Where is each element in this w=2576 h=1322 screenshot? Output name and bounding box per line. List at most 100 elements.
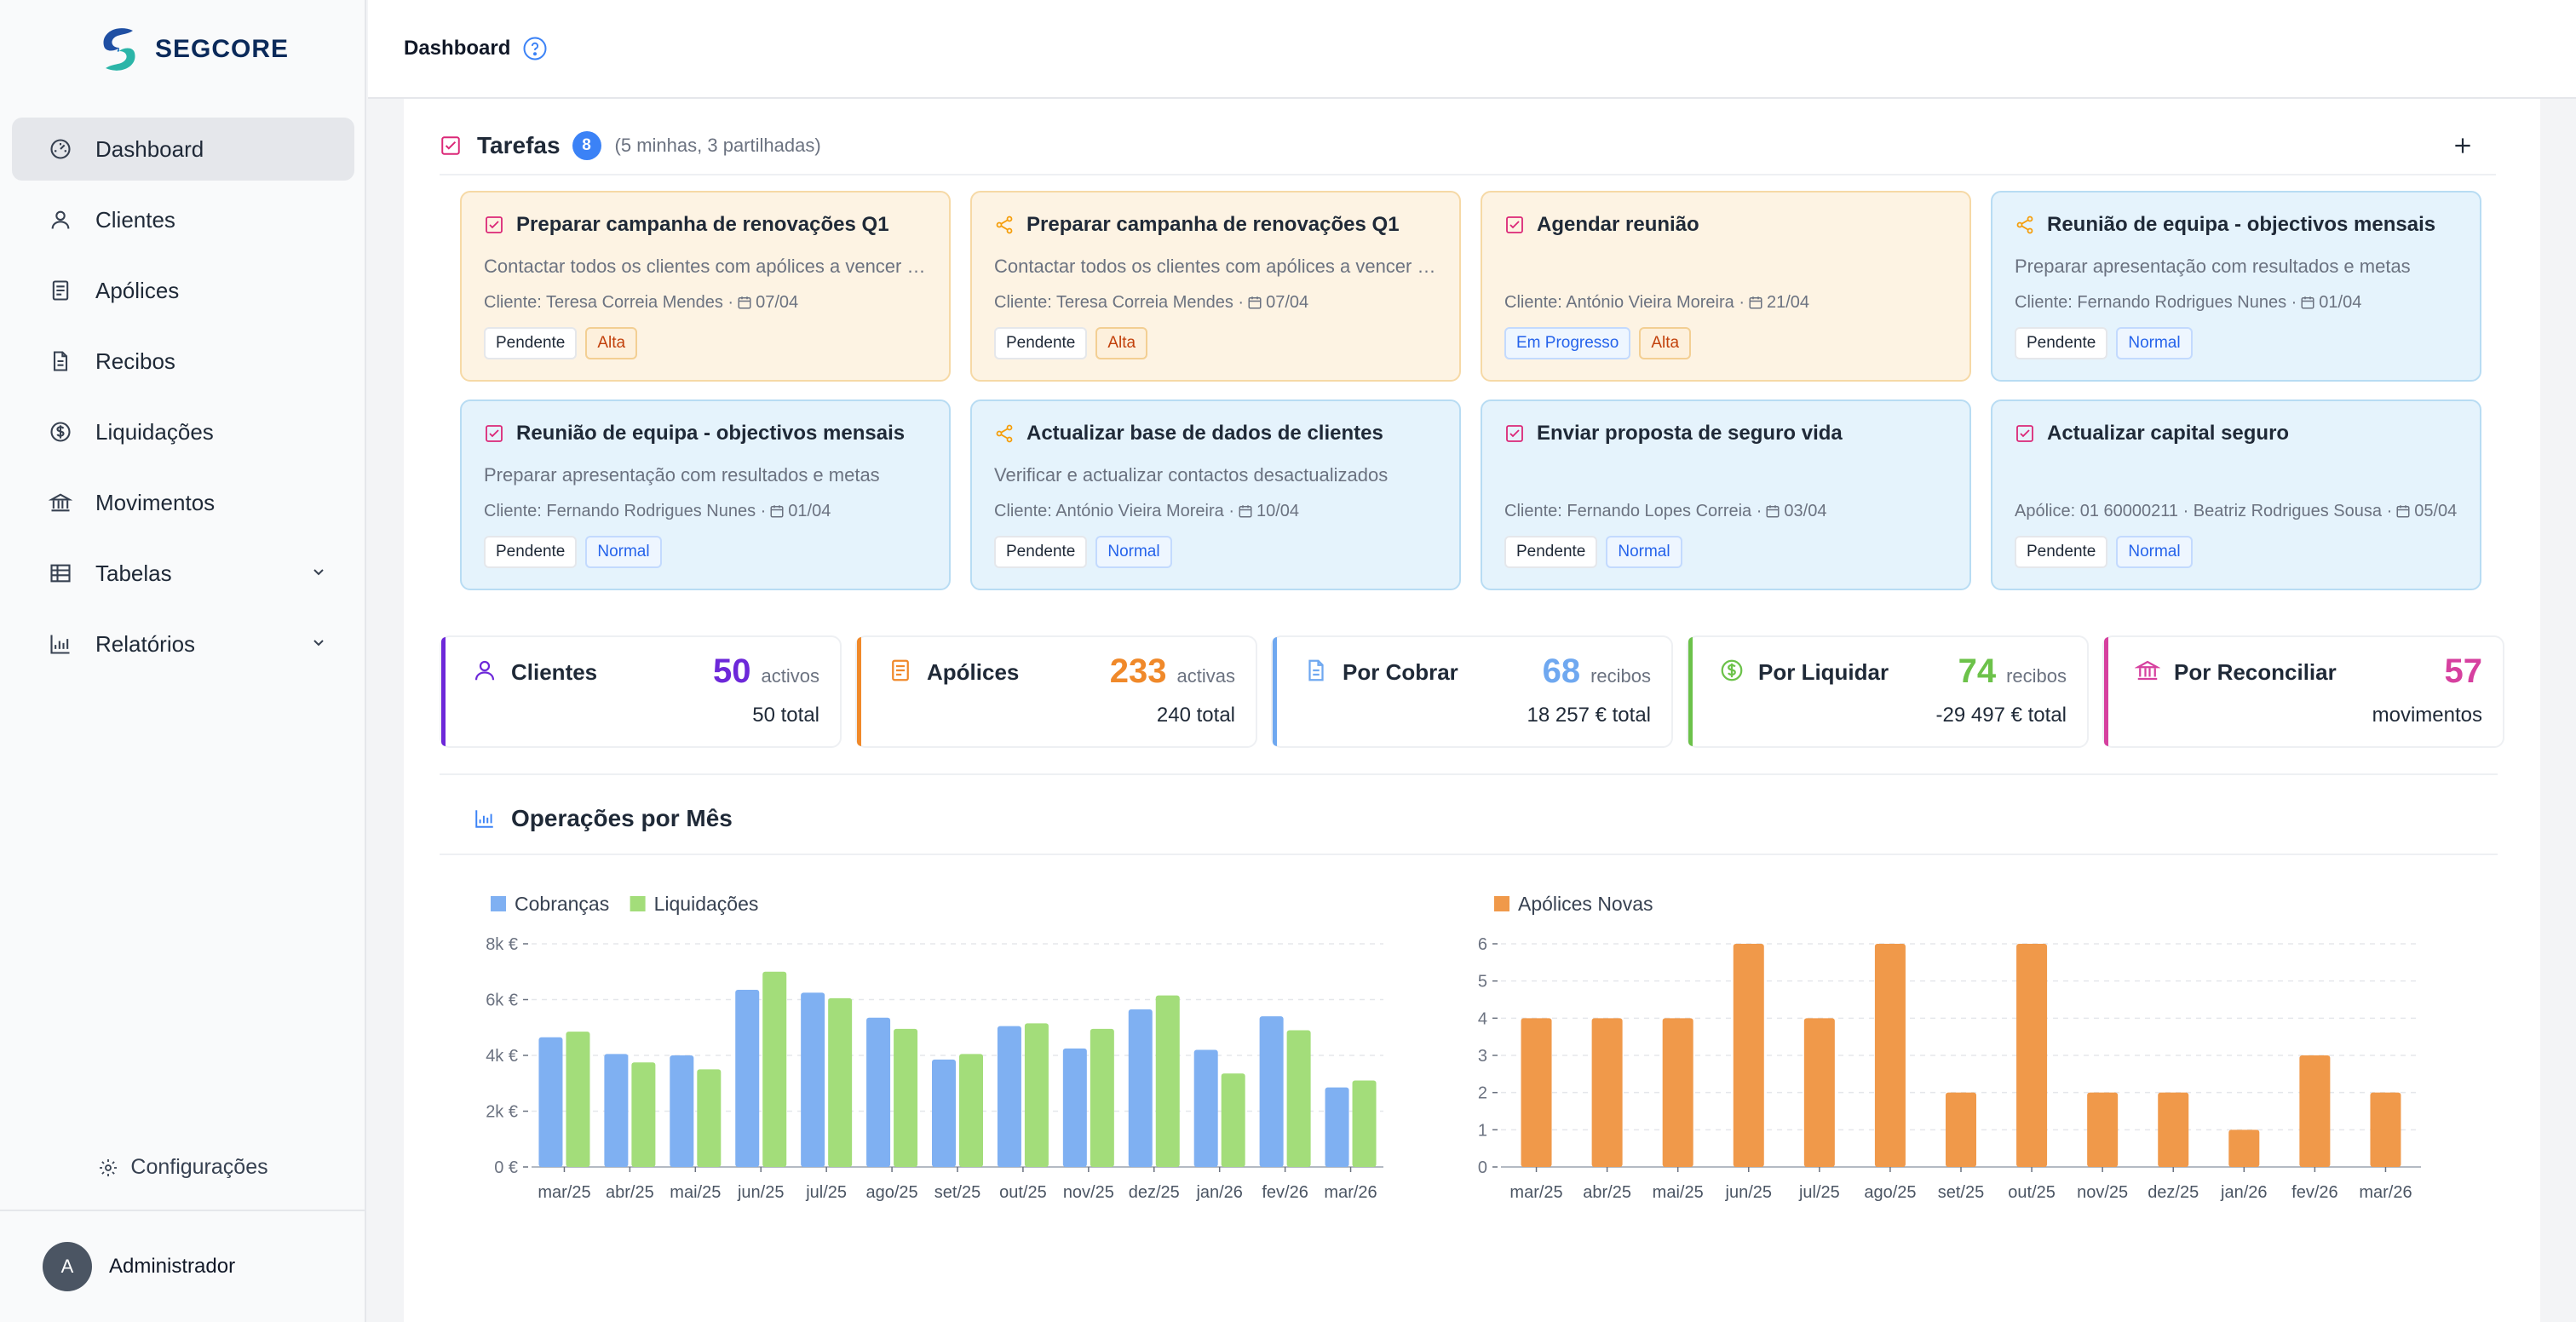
task-date: 03/04: [1784, 502, 1827, 520]
task-meta: Cliente: Fernando Rodrigues Nunes · 01/04: [484, 498, 929, 524]
status-badge: Em Progresso: [1504, 327, 1631, 359]
operations-header: Operações por Mês: [440, 789, 733, 848]
sidebar-item-recibos[interactable]: Recibos: [12, 330, 354, 393]
task-date: 21/04: [1767, 293, 1810, 312]
bar: [1662, 1018, 1693, 1167]
sidebar-item-movimentos[interactable]: Movimentos: [12, 471, 354, 534]
add-task-button[interactable]: [2433, 116, 2493, 175]
avatar: A: [43, 1242, 92, 1291]
stat-card[interactable]: Por Reconciliar 57 movimentos: [2102, 635, 2504, 748]
bar: [670, 1055, 694, 1167]
task-client: Cliente: António Vieira Moreira ·: [1504, 293, 1745, 312]
bank-icon: [2134, 658, 2161, 687]
stat-accent: [2104, 637, 2108, 746]
x-tick-label: mai/25: [1653, 1183, 1704, 1202]
sidebar-item-clientes[interactable]: Clientes: [12, 188, 354, 251]
stat-unit: activos: [761, 665, 819, 687]
sidebar-item-label: Clientes: [95, 206, 175, 233]
task-title-row: Agendar reunião: [1504, 213, 1949, 237]
bar: [1521, 1018, 1552, 1167]
status-badge: Pendente: [2015, 536, 2108, 568]
task-title-row: Reunião de equipa - objectivos mensais: [484, 422, 929, 445]
stat-value-group: 57: [2445, 652, 2483, 691]
sidebar-item-label: Recibos: [95, 348, 175, 374]
priority-badge: Normal: [2116, 536, 2193, 568]
sidebar-item-dashboard[interactable]: Dashboard: [12, 118, 354, 181]
calendar-icon: [2396, 505, 2410, 518]
task-client: Cliente: Teresa Correia Mendes ·: [484, 293, 734, 312]
task-card[interactable]: Actualizar capital seguro Apólice: 01 600…: [1991, 399, 2481, 590]
bar: [538, 1037, 563, 1167]
sidebar-item-apolices[interactable]: Apólices: [12, 259, 354, 322]
app-logo[interactable]: SEGCORE: [92, 22, 289, 77]
calendar-icon: [2301, 296, 2314, 309]
task-card[interactable]: Preparar campanha de renovações Q1 Contac…: [460, 191, 951, 382]
task-card[interactable]: Reunião de equipa - objectivos mensais Pr…: [460, 399, 951, 590]
stat-accent: [441, 637, 446, 746]
sidebar-nav: Dashboard Clientes Apólices Recibos Liqu…: [12, 118, 354, 683]
x-tick-label: out/25: [999, 1183, 1047, 1202]
sidebar-item-tabelas[interactable]: Tabelas: [12, 542, 354, 605]
task-title-row: Enviar proposta de seguro vida: [1504, 422, 1949, 445]
task-date: 05/04: [2414, 502, 2458, 520]
receipt-icon: [1303, 658, 1329, 687]
tasks-subtitle: (5 minhas, 3 partilhadas): [614, 135, 821, 156]
priority-badge: Normal: [1095, 536, 1172, 568]
calendar-icon: [1766, 505, 1780, 518]
stat-value: 233: [1109, 652, 1167, 690]
x-tick-label: mar/25: [538, 1183, 590, 1202]
task-card[interactable]: Preparar campanha de renovações Q1 Contac…: [970, 191, 1461, 382]
task-card[interactable]: Actualizar base de dados de clientes Veri…: [970, 399, 1461, 590]
sidebar-item-liquidacoes[interactable]: Liquidações: [12, 400, 354, 463]
app-name: SEGCORE: [155, 35, 290, 63]
x-tick-label: mar/26: [1324, 1183, 1377, 1202]
x-tick-label: dez/25: [2148, 1183, 2199, 1202]
task-description: Preparar apresentação com resultados e m…: [484, 464, 880, 486]
y-tick-label: 1: [1478, 1121, 1487, 1140]
stat-card[interactable]: Por Cobrar 68 recibos 18 257 € total: [1271, 635, 1673, 748]
legend-label: Liquidações: [654, 893, 759, 915]
stat-header: Clientes: [472, 658, 818, 687]
task-client: Cliente: Fernando Rodrigues Nunes ·: [484, 502, 767, 520]
status-badge: Pendente: [1504, 536, 1598, 568]
help-icon[interactable]: [522, 36, 548, 61]
stat-card[interactable]: Apólices 233 activas 240 total: [855, 635, 1257, 748]
checkbox-icon: [1504, 215, 1525, 235]
settings-link[interactable]: Configurações: [0, 1155, 366, 1180]
stat-card[interactable]: Por Liquidar 74 recibos -29 497 € total: [1687, 635, 2089, 748]
priority-badge: Normal: [585, 536, 662, 568]
sidebar-item-relatorios[interactable]: Relatórios: [12, 612, 354, 675]
task-title: Actualizar capital seguro: [2047, 422, 2290, 445]
stat-header: Por Cobrar: [1303, 658, 1649, 687]
task-card[interactable]: Reunião de equipa - objectivos mensais Pr…: [1991, 191, 2481, 382]
bar: [1352, 1080, 1377, 1167]
task-meta: Cliente: António Vieira Moreira · 10/04: [994, 498, 1439, 524]
task-description: Contactar todos os clientes com apólices…: [484, 256, 929, 277]
bar-chart-icon: [475, 810, 493, 828]
user-menu[interactable]: A Administrador: [0, 1210, 366, 1322]
operations-chart: Cobranças Liquidações 0 € 2k € 4k € 6k € 8k € m…: [486, 893, 1383, 1202]
task-client: Cliente: Fernando Rodrigues Nunes ·: [2015, 293, 2297, 312]
task-date: 01/04: [2319, 293, 2362, 312]
task-card[interactable]: Agendar reunião Cliente: António Vieira M…: [1481, 191, 1971, 382]
task-badges: Pendente Alta: [994, 327, 1148, 359]
task-card[interactable]: Enviar proposta de seguro vida Cliente: F…: [1481, 399, 1971, 590]
task-meta: Cliente: Fernando Lopes Correia · 03/04: [1504, 498, 1949, 524]
task-date: 07/04: [756, 293, 799, 312]
task-description: Contactar todos os clientes com apólices…: [994, 256, 1439, 277]
stat-total: 18 257 € total: [1527, 704, 1651, 727]
x-tick-label: set/25: [934, 1183, 980, 1202]
stat-card[interactable]: Clientes 50 activos 50 total: [440, 635, 842, 748]
bar: [2158, 1092, 2189, 1167]
x-tick-label: ago/25: [865, 1183, 917, 1202]
x-tick-label: abr/25: [606, 1183, 654, 1202]
task-badges: Pendente Normal: [2015, 536, 2193, 568]
checkbox-icon: [484, 215, 504, 235]
x-tick-label: fev/26: [1262, 1183, 1308, 1202]
sidebar-item-label: Tabelas: [95, 560, 172, 586]
legend-swatch: [1494, 896, 1509, 911]
bar: [959, 1054, 983, 1167]
user-name: Administrador: [109, 1255, 236, 1278]
stat-header: Por Reconciliar: [2134, 658, 2481, 687]
task-title-row: Actualizar capital seguro: [2015, 422, 2459, 445]
